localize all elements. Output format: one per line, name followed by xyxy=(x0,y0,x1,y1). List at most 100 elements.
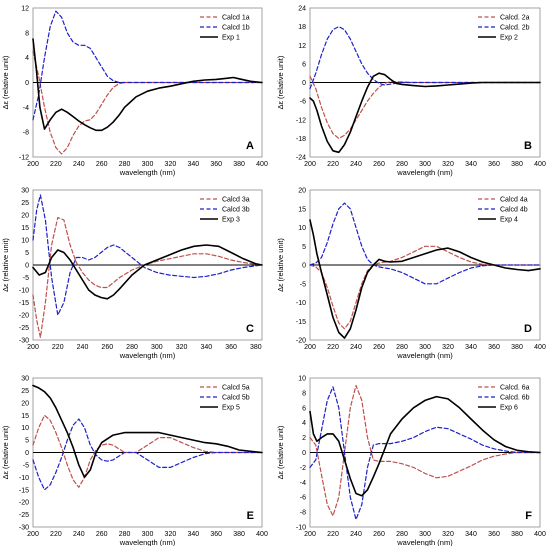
x-tick-label: 380 xyxy=(233,161,245,168)
x-tick-label: 300 xyxy=(419,344,431,351)
panel-letter: D xyxy=(524,323,532,335)
x-tick-label: 320 xyxy=(165,531,177,538)
x-tick-label: 220 xyxy=(327,531,339,538)
y-tick-label: -10 xyxy=(296,525,306,532)
x-tick-label: 200 xyxy=(27,531,39,538)
y-tick-label: 20 xyxy=(21,400,29,407)
panel-letter: C xyxy=(246,323,254,335)
legend-label: Calcd. 6a xyxy=(500,385,530,392)
y-tick-label: 0 xyxy=(25,450,29,457)
x-tick-label: 380 xyxy=(511,161,523,168)
y-tick-label: 0 xyxy=(25,263,29,270)
y-tick-label: 4 xyxy=(302,420,306,427)
legend-label: Calcd 1a xyxy=(222,15,250,22)
legend-label: Calcd. 2a xyxy=(500,15,530,22)
x-tick-label: 360 xyxy=(210,531,222,538)
legend-label: Calcd 5b xyxy=(222,395,250,402)
y-tick-label: 5 xyxy=(302,244,306,251)
legend-label: Exp 5 xyxy=(222,405,240,412)
x-tick-label: 320 xyxy=(176,344,188,351)
legend-label: Calcd 1b xyxy=(222,25,250,32)
x-tick-label: 200 xyxy=(27,161,39,168)
legend-label: Exp 1 xyxy=(222,35,240,42)
y-tick-label: -10 xyxy=(19,288,29,295)
x-tick-label: 300 xyxy=(151,344,163,351)
chart-panel-a: -12 -8 -4 0 4 8 12 200 220 240 260 280 300 320 340 360 3… xyxy=(1,6,268,178)
y-tick-label: 25 xyxy=(21,388,29,395)
y-axis-label: Δε (relative unit) xyxy=(1,55,10,109)
x-axis-label: wavelength (nm) xyxy=(396,351,453,360)
x-tick-label: 380 xyxy=(233,531,245,538)
x-tick-label: 400 xyxy=(256,161,268,168)
x-tick-label: 400 xyxy=(256,531,268,538)
panel-letter: A xyxy=(246,140,254,152)
x-tick-label: 240 xyxy=(73,161,85,168)
y-tick-label: 30 xyxy=(21,188,29,195)
x-tick-label: 280 xyxy=(119,531,131,538)
y-tick-label: 10 xyxy=(21,425,29,432)
y-tick-label: -25 xyxy=(19,512,29,519)
y-tick-label: -30 xyxy=(19,338,29,345)
x-tick-label: 200 xyxy=(304,531,316,538)
x-tick-label: 220 xyxy=(327,161,339,168)
series-line-2 xyxy=(32,194,263,316)
y-tick-label: -10 xyxy=(296,300,306,307)
y-axis-label: Δε (relative unit) xyxy=(1,425,10,479)
y-tick-label: 2 xyxy=(302,435,306,442)
x-tick-label: 200 xyxy=(304,344,316,351)
series-line-2 xyxy=(32,418,263,491)
y-tick-label: 0 xyxy=(25,80,29,87)
y-tick-label: -5 xyxy=(23,462,29,469)
x-tick-label: 300 xyxy=(419,161,431,168)
x-tick-label: 360 xyxy=(210,161,222,168)
x-axis-label: wavelength (nm) xyxy=(396,538,453,546)
legend-label: Calcd 4b xyxy=(500,207,528,214)
y-tick-label: -4 xyxy=(300,480,306,487)
x-tick-label: 280 xyxy=(396,344,408,351)
panel-letter: F xyxy=(525,510,532,522)
series-line-3 xyxy=(32,384,263,479)
y-tick-label: -5 xyxy=(23,275,29,282)
x-tick-label: 400 xyxy=(534,344,546,351)
y-tick-label: -15 xyxy=(19,300,29,307)
x-tick-label: 240 xyxy=(350,161,362,168)
chart-panel-c: -30 -25 -20 -15 -10 -5 0 5 10 15 20 25 30 200 220 240 26… xyxy=(1,188,263,360)
panel-letter: B xyxy=(524,140,532,152)
x-tick-label: 320 xyxy=(442,344,454,351)
x-tick-label: 300 xyxy=(142,161,154,168)
x-tick-label: 260 xyxy=(373,531,385,538)
y-tick-label: -6 xyxy=(300,99,306,106)
y-tick-label: 15 xyxy=(21,413,29,420)
x-axis-label: wavelength (nm) xyxy=(119,168,176,177)
legend-label: Calcd 3a xyxy=(222,197,250,204)
chart-panel-b: -24 -18 -12 -6 0 6 12 18 24 200 220 240 260 280 300 320… xyxy=(276,6,546,178)
y-tick-label: 25 xyxy=(21,200,29,207)
x-tick-label: 380 xyxy=(250,344,262,351)
x-tick-label: 260 xyxy=(96,161,108,168)
y-tick-label: 10 xyxy=(298,376,306,383)
x-axis-label: wavelength (nm) xyxy=(119,538,176,546)
series-line-2 xyxy=(309,202,541,285)
x-tick-label: 360 xyxy=(488,161,500,168)
x-tick-label: 340 xyxy=(465,344,477,351)
x-tick-label: 340 xyxy=(465,161,477,168)
x-tick-label: 280 xyxy=(396,161,408,168)
legend-label: Exp 2 xyxy=(500,35,518,42)
legend-label: Calcd 3b xyxy=(222,207,250,214)
x-tick-label: 220 xyxy=(327,344,339,351)
x-axis-label: wavelength (nm) xyxy=(396,168,453,177)
series-line-3 xyxy=(309,72,541,154)
panel-letter: E xyxy=(247,510,254,522)
y-tick-label: 8 xyxy=(302,390,306,397)
y-axis-label: Δε (relative unit) xyxy=(276,425,285,479)
x-tick-label: 260 xyxy=(101,344,113,351)
series-line-1 xyxy=(309,384,541,517)
x-tick-label: 260 xyxy=(373,344,385,351)
x-tick-label: 340 xyxy=(465,531,477,538)
y-axis-label: Δε (relative unit) xyxy=(276,55,285,109)
y-tick-label: -12 xyxy=(19,155,29,162)
y-tick-label: -10 xyxy=(19,475,29,482)
series-line-2 xyxy=(32,10,263,121)
y-tick-label: -5 xyxy=(300,281,306,288)
y-tick-label: 20 xyxy=(298,188,306,195)
